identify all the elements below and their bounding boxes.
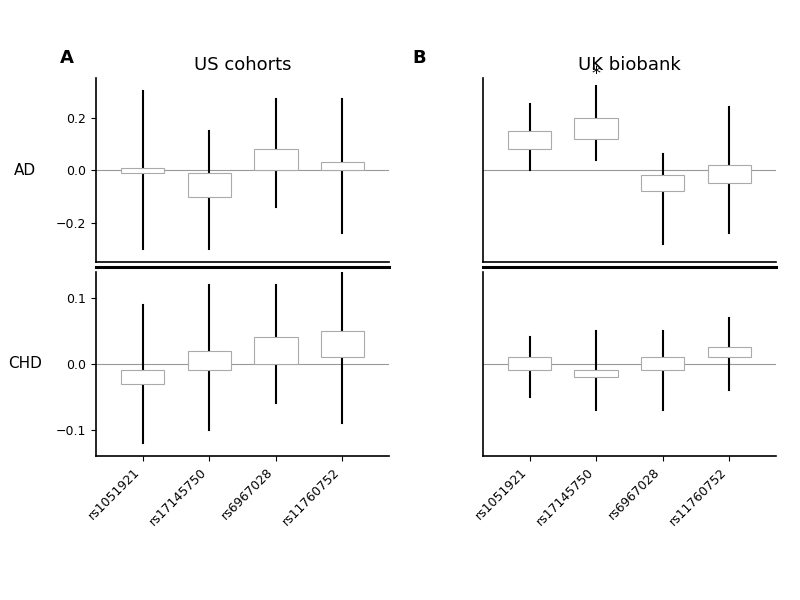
- Bar: [708, 347, 751, 357]
- Text: B: B: [412, 49, 426, 67]
- Bar: [508, 357, 551, 370]
- Text: *: *: [592, 65, 601, 83]
- Bar: [254, 337, 298, 364]
- Bar: [508, 131, 551, 149]
- Bar: [187, 173, 231, 197]
- Bar: [254, 149, 298, 170]
- Bar: [574, 370, 618, 377]
- Bar: [121, 167, 164, 173]
- Bar: [321, 331, 364, 357]
- Bar: [121, 370, 164, 383]
- Y-axis label: AD: AD: [14, 163, 37, 178]
- Bar: [708, 165, 751, 184]
- Bar: [641, 357, 685, 370]
- Bar: [321, 162, 364, 170]
- Title: UK biobank: UK biobank: [578, 56, 681, 74]
- Text: A: A: [60, 49, 74, 67]
- Bar: [641, 175, 685, 191]
- Y-axis label: CHD: CHD: [9, 356, 42, 371]
- Bar: [187, 350, 231, 370]
- Title: US cohorts: US cohorts: [194, 56, 291, 74]
- Bar: [574, 118, 618, 139]
